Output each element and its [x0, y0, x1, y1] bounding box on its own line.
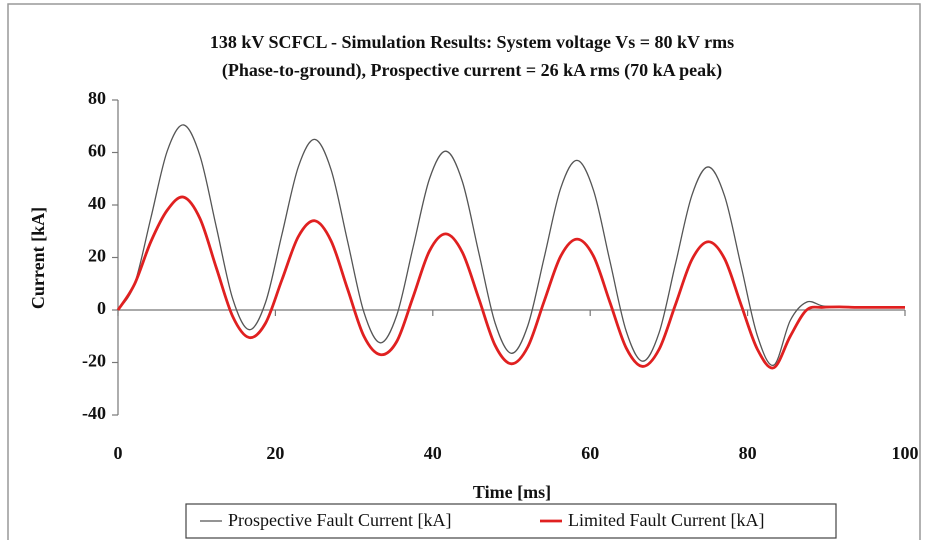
- x-tick-label: 40: [424, 443, 442, 463]
- x-tick-label: 100: [892, 443, 919, 463]
- legend-box: [185, 503, 837, 539]
- x-tick-label: 20: [266, 443, 284, 463]
- x-tick-label: 80: [739, 443, 757, 463]
- y-axis-label: Current [kA]: [28, 207, 48, 309]
- series-line: [116, 195, 905, 370]
- y-tick-label: 20: [88, 246, 106, 266]
- series-line: [117, 124, 905, 366]
- y-tick-label: 0: [97, 298, 106, 318]
- chart-subtitle: (Phase-to-ground), Prospective current =…: [222, 60, 722, 81]
- x-tick-label: 60: [581, 443, 599, 463]
- x-axis-label: Time [ms]: [473, 482, 551, 502]
- y-tick-label: 60: [88, 141, 106, 161]
- legend-label: Limited Fault Current [kA]: [568, 510, 764, 530]
- y-tick-label: -20: [82, 351, 106, 371]
- chart-frame: [7, 3, 921, 540]
- chart-title: 138 kV SCFCL - Simulation Results: Syste…: [210, 32, 734, 52]
- legend-label: Prospective Fault Current [kA]: [228, 510, 451, 530]
- y-tick-label: 40: [88, 193, 106, 213]
- y-tick-label: -40: [82, 403, 106, 423]
- x-tick-label: 0: [114, 443, 123, 463]
- y-tick-label: 80: [88, 88, 106, 108]
